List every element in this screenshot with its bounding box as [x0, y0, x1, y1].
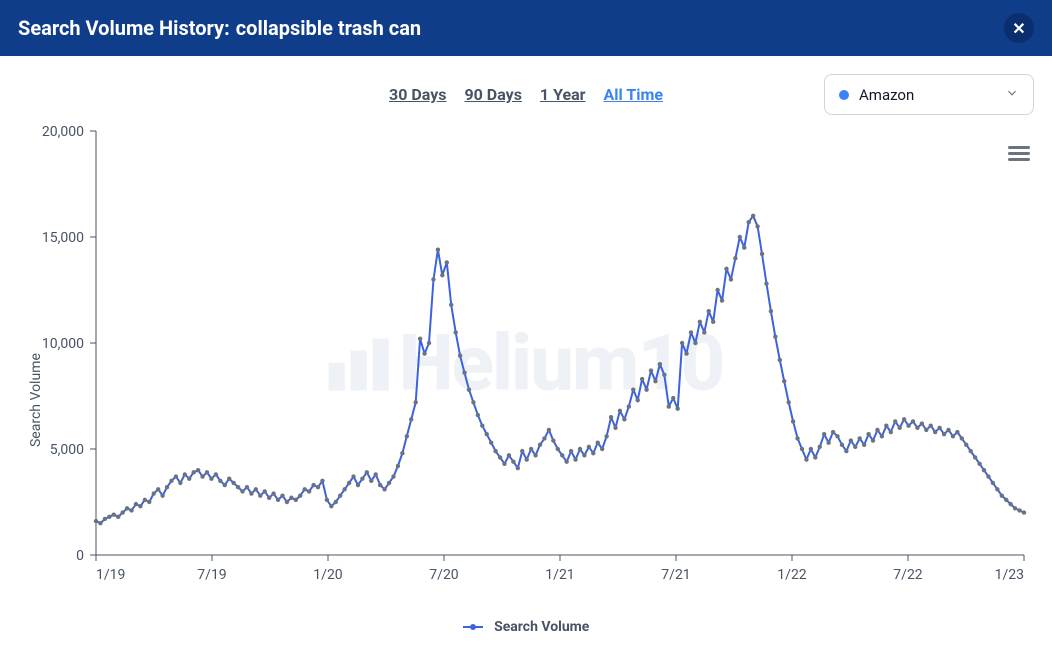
tab-90-days[interactable]: 90 Days [464, 85, 521, 104]
tab-30-days[interactable]: 30 Days [389, 85, 446, 104]
controls-row: 30 Days 90 Days 1 Year All Time Amazon [0, 56, 1052, 125]
svg-text:7/20: 7/20 [429, 567, 459, 583]
svg-text:0: 0 [76, 548, 84, 564]
svg-text:7/21: 7/21 [661, 567, 690, 583]
svg-text:1/23: 1/23 [995, 567, 1024, 583]
dropdown-selected-label: Amazon [859, 86, 914, 104]
chart-area: Helium10 Search Volume 05,00010,00015,00… [0, 125, 1052, 645]
svg-text:5,000: 5,000 [50, 442, 84, 458]
svg-text:7/22: 7/22 [893, 567, 923, 583]
svg-text:15,000: 15,000 [42, 230, 84, 246]
legend-label: Search Volume [494, 619, 589, 635]
svg-text:10,000: 10,000 [42, 336, 84, 352]
svg-text:20,000: 20,000 [42, 125, 84, 140]
dropdown-left: Amazon [839, 86, 914, 104]
header-search-term: collapsible trash can [236, 16, 421, 40]
time-range-tabs: 30 Days 90 Days 1 Year All Time [389, 85, 663, 104]
source-dropdown[interactable]: Amazon [824, 74, 1034, 115]
close-button[interactable]: ✕ [1004, 13, 1034, 43]
close-icon: ✕ [1012, 19, 1025, 38]
legend: Search Volume [18, 605, 1034, 645]
chevron-down-icon [1005, 85, 1019, 104]
svg-text:1/20: 1/20 [313, 567, 343, 583]
legend-swatch-icon [463, 626, 483, 628]
svg-text:1/22: 1/22 [777, 567, 807, 583]
header-title-prefix: Search Volume History: [18, 16, 230, 40]
svg-text:1/19: 1/19 [96, 567, 125, 583]
svg-text:7/19: 7/19 [197, 567, 226, 583]
header-title-wrap: Search Volume History: collapsible trash… [18, 16, 421, 40]
tab-all-time[interactable]: All Time [604, 85, 663, 104]
line-chart: 0 5,000 10,000 15,000 20,000 1/19 7/19 1/20 7/20… [18, 125, 1034, 605]
dropdown-dot-icon [839, 90, 849, 100]
tab-1-year[interactable]: 1 Year [540, 85, 586, 104]
header-bar: Search Volume History: collapsible trash… [0, 0, 1052, 56]
svg-text:1/21: 1/21 [545, 567, 574, 583]
